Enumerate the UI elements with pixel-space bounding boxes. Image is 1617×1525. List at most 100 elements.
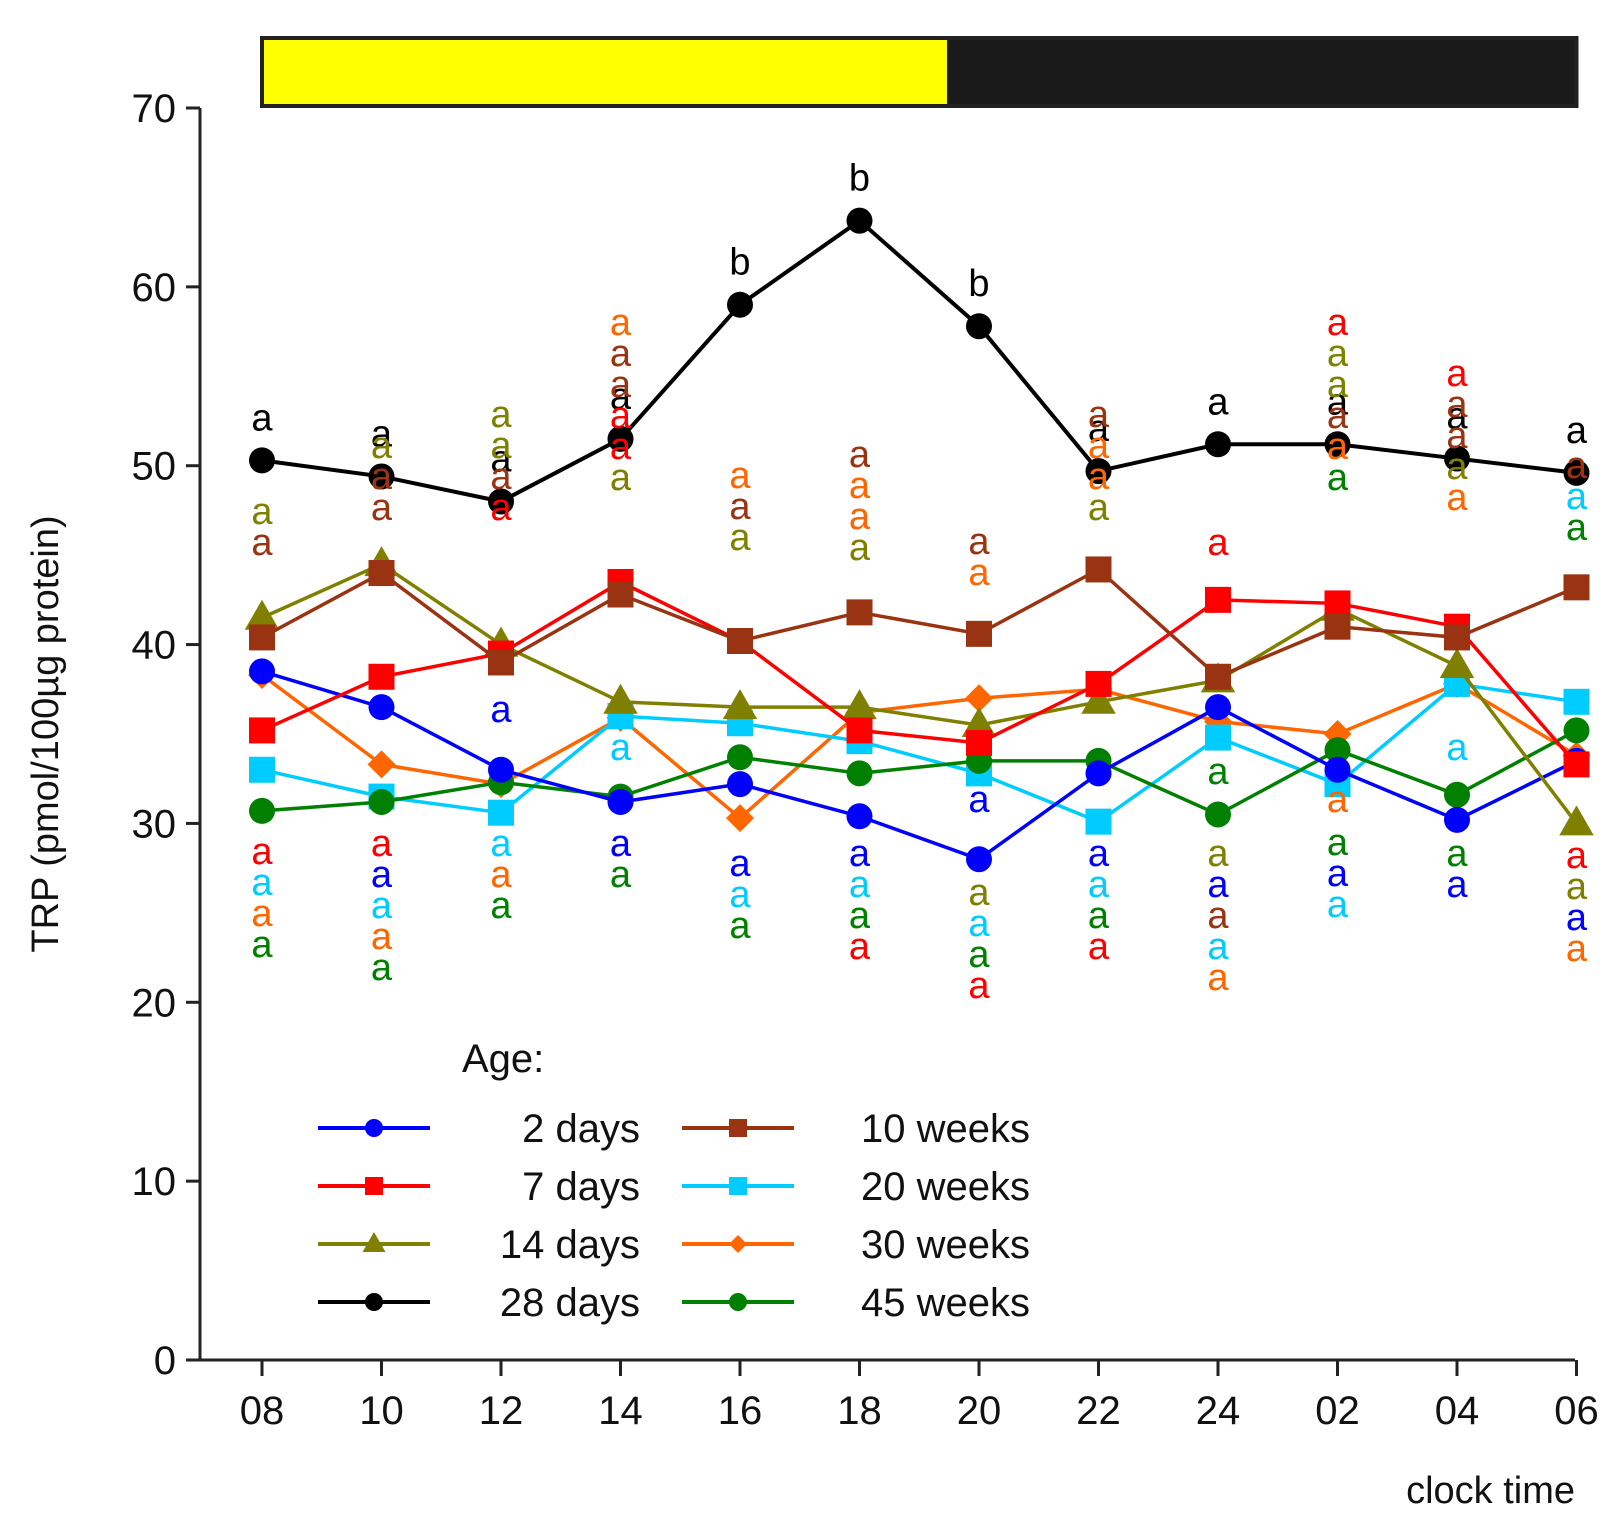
sig-letter-2-days: a: [1088, 833, 1110, 875]
sig-letter-7-days: a: [849, 926, 871, 968]
sig-letter-20-weeks: a: [610, 727, 632, 769]
series-line-2-days: [261, 669, 1578, 862]
sig-letter-2-days: a: [968, 779, 990, 821]
sig-letter-2-days: a: [849, 833, 871, 875]
series-line-20-weeks: [261, 682, 1577, 824]
x-tick-label: 12: [479, 1389, 524, 1433]
series-10-weeks: [249, 556, 1590, 690]
legend: Age: 2 days 7 days 14 days 28 days 10 weeks 20…: [318, 1037, 1030, 1325]
series-lines: [244, 207, 1594, 873]
sig-letter-20-weeks: a: [1566, 476, 1588, 518]
sig-letter-7-days: a: [490, 487, 512, 529]
point-7-days: [846, 717, 873, 744]
point-7-days: [1324, 590, 1351, 617]
x-tick-label: 04: [1435, 1389, 1480, 1433]
legend-swatch-marker: [729, 1177, 747, 1195]
sig-letter-10-weeks: a: [1207, 895, 1229, 937]
sig-letter-14-days: a: [371, 425, 393, 467]
point-28-days: [1563, 459, 1590, 486]
sig-letter-28-days: b: [968, 263, 989, 305]
light-dark-bar: [260, 36, 1579, 108]
legend-label: 45 weeks: [861, 1281, 1030, 1325]
sig-letter-10-weeks: a: [371, 487, 393, 529]
sig-letter-10-weeks: a: [1327, 395, 1349, 437]
y-tick-label: 50: [132, 445, 177, 489]
point-28-days: [607, 425, 634, 452]
point-28-days: [368, 463, 395, 490]
x-tick-label: 02: [1315, 1389, 1360, 1433]
point-14-days: [1559, 805, 1594, 836]
legend-item-2-days: 2 days: [318, 1107, 640, 1151]
sig-letter-20-weeks: a: [1446, 727, 1468, 769]
sig-letter-28-days: a: [1566, 410, 1588, 452]
sig-letter-45-weeks: a: [729, 905, 751, 947]
point-7-days: [249, 717, 275, 744]
legend-swatch-marker: [365, 1119, 383, 1137]
point-20-weeks: [249, 756, 275, 783]
sig-letter-30-weeks: a: [490, 854, 512, 896]
y-tick-label: 10: [132, 1160, 177, 1204]
sig-letter-45-weeks: a: [1446, 833, 1468, 875]
sig-letter-14-days: a: [1566, 866, 1588, 908]
point-7-days: [966, 729, 992, 756]
legend-label: 30 weeks: [861, 1223, 1030, 1267]
sig-letter-10-weeks: a: [849, 434, 871, 476]
sig-letter-14-days: a: [1088, 487, 1110, 529]
point-14-days: [961, 707, 997, 738]
sig-letter-45-weeks: a: [1327, 822, 1349, 864]
point-2-days: [966, 846, 992, 873]
legend-item-45-weeks: 45 weeks: [682, 1281, 1030, 1325]
sig-letter-45-weeks: a: [849, 895, 871, 937]
sig-letter-10-weeks: a: [1088, 394, 1110, 436]
point-2-days: [249, 658, 275, 685]
point-28-days: [846, 207, 873, 234]
legend-item-20-weeks: 20 weeks: [682, 1165, 1030, 1209]
legend-label: 2 days: [522, 1107, 640, 1151]
series-line-10-weeks: [261, 567, 1578, 679]
point-10-weeks: [488, 649, 514, 676]
sig-letter-20-weeks: a: [968, 903, 990, 945]
sig-letter-30-weeks: a: [1327, 779, 1349, 821]
point-7-days: [1563, 751, 1590, 778]
sig-letter-10-weeks: a: [251, 522, 273, 564]
legend-swatch-marker: [729, 1235, 747, 1253]
x-tick-label: 16: [718, 1389, 763, 1433]
sig-letter-10-weeks: a: [1566, 445, 1588, 487]
sig-letter-28-days: a: [251, 397, 273, 439]
sig-letter-10-weeks: a: [729, 486, 751, 528]
sig-letter-45-weeks: a: [1088, 895, 1110, 937]
sig-letter-45-weeks: a: [1566, 507, 1588, 549]
sig-letter-20-weeks: a: [729, 874, 751, 916]
sig-letter-14-days: a: [849, 527, 871, 569]
y-tick-label: 70: [132, 87, 177, 131]
point-10-weeks: [727, 627, 753, 654]
sig-letter-2-days: a: [610, 823, 632, 865]
sig-letter-14-days: a: [1207, 833, 1229, 875]
point-45-weeks: [1563, 717, 1590, 744]
point-2-days: [727, 771, 753, 798]
legend-swatch-marker: [362, 1232, 386, 1252]
sig-letter-45-weeks: a: [371, 947, 393, 989]
point-20-weeks: [1205, 724, 1231, 751]
y-tick-label: 30: [132, 802, 177, 846]
series-line-45-weeks: [261, 728, 1578, 817]
sig-letter-2-days: a: [1446, 864, 1468, 906]
legend-item-7-days: 7 days: [318, 1165, 640, 1209]
sig-letter-14-days: a: [610, 457, 632, 499]
point-20-weeks: [1563, 688, 1590, 715]
sig-letter-20-weeks: a: [251, 862, 273, 904]
point-10-weeks: [607, 581, 634, 608]
point-28-days: [488, 488, 514, 515]
sig-letter-20-weeks: a: [371, 885, 393, 927]
sig-letter-7-days: a: [610, 426, 632, 468]
point-10-weeks: [966, 620, 992, 647]
sig-letter-30-weeks: a: [371, 916, 393, 958]
y-tick-label: 20: [132, 981, 177, 1025]
sig-letter-14-days: a: [490, 394, 512, 436]
sig-letter-2-days: a: [1207, 864, 1229, 906]
sig-letter-30-weeks: a: [968, 552, 990, 594]
series-28-days: [249, 207, 1590, 515]
sig-letter-28-days: a: [490, 438, 512, 480]
sig-letter-2-days: a: [729, 843, 751, 885]
series-2-days: [249, 658, 1590, 873]
